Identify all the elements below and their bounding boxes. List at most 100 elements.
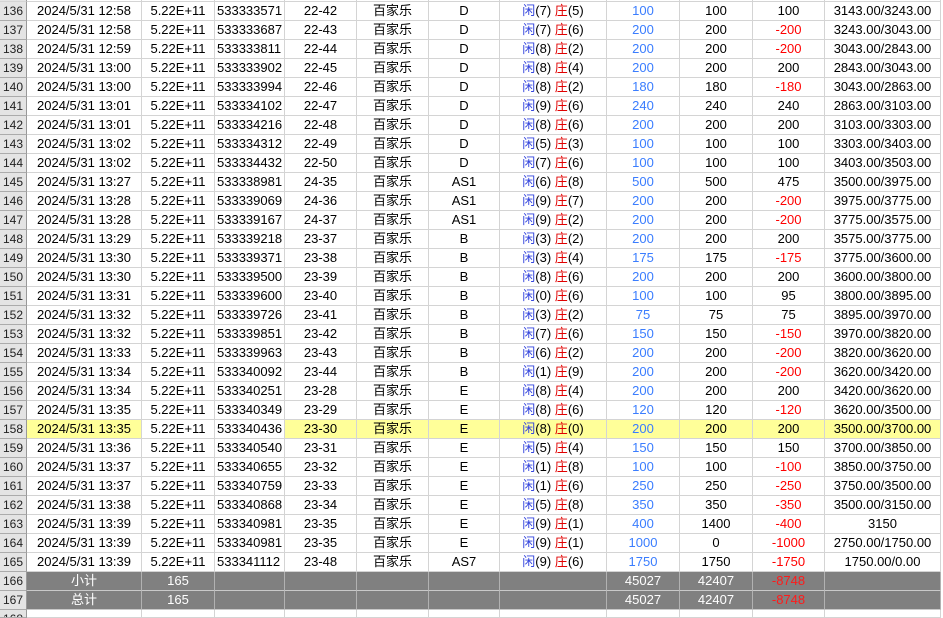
cell-valid-amount[interactable]: 0 bbox=[680, 534, 753, 553]
cell-bet[interactable] bbox=[607, 610, 680, 618]
cell-round-id[interactable]: 533340981 bbox=[215, 534, 285, 553]
cell-game-name[interactable]: 百家乐 bbox=[357, 268, 429, 287]
cell-balance[interactable] bbox=[825, 610, 941, 618]
cell-group-code[interactable]: D bbox=[429, 154, 500, 173]
cell-bet-amount[interactable]: 120 bbox=[607, 401, 680, 420]
row-header[interactable]: 139 bbox=[0, 59, 27, 78]
cell-summary-count[interactable]: 165 bbox=[142, 572, 215, 591]
cell-session-id[interactable]: 5.22E+11 bbox=[142, 40, 215, 59]
cell-group-code[interactable]: B bbox=[429, 287, 500, 306]
row-header[interactable]: 160 bbox=[0, 458, 27, 477]
cell-datetime[interactable]: 2024/5/31 13:34 bbox=[27, 382, 142, 401]
row-header[interactable]: 167 bbox=[0, 591, 27, 610]
cell-bet-amount[interactable]: 200 bbox=[607, 230, 680, 249]
cell-score[interactable]: 闲(7) 庄(5) bbox=[500, 2, 607, 21]
row-header[interactable]: 162 bbox=[0, 496, 27, 515]
cell-datetime[interactable]: 2024/5/31 13:36 bbox=[27, 439, 142, 458]
cell-table-no[interactable]: 23-38 bbox=[285, 249, 357, 268]
cell-balance[interactable]: 3775.00/3600.00 bbox=[825, 249, 941, 268]
cell-valid-amount[interactable]: 200 bbox=[680, 344, 753, 363]
cell-round-id[interactable]: 533340436 bbox=[215, 420, 285, 439]
cell-valid-amount[interactable]: 75 bbox=[680, 306, 753, 325]
cell-datetime[interactable]: 2024/5/31 13:02 bbox=[27, 154, 142, 173]
cell-datetime[interactable]: 2024/5/31 13:02 bbox=[27, 135, 142, 154]
cell-score[interactable]: 闲(8) 庄(4) bbox=[500, 59, 607, 78]
cell-account[interactable] bbox=[215, 610, 285, 618]
cell-datetime[interactable]: 2024/5/31 13:35 bbox=[27, 401, 142, 420]
cell-balance[interactable]: 3895.00/3970.00 bbox=[825, 306, 941, 325]
cell-session-id[interactable]: 5.22E+11 bbox=[142, 2, 215, 21]
cell-game-name[interactable]: 百家乐 bbox=[357, 420, 429, 439]
cell-score[interactable]: 闲(5) 庄(4) bbox=[500, 439, 607, 458]
cell-game-name[interactable]: 百家乐 bbox=[357, 344, 429, 363]
cell-bet-amount[interactable]: 75 bbox=[607, 306, 680, 325]
cell-datetime[interactable]: 2024/5/31 13:32 bbox=[27, 306, 142, 325]
cell-game-name[interactable]: 百家乐 bbox=[357, 534, 429, 553]
cell-table-no[interactable]: 23-29 bbox=[285, 401, 357, 420]
cell-session-id[interactable]: 5.22E+11 bbox=[142, 553, 215, 572]
cell-valid-amount[interactable]: 200 bbox=[680, 192, 753, 211]
cell-balance[interactable]: 3620.00/3420.00 bbox=[825, 363, 941, 382]
cell-valid-amount[interactable]: 200 bbox=[680, 59, 753, 78]
cell-total-valid[interactable]: 42407 bbox=[680, 591, 753, 610]
cell-datetime[interactable]: 2024/5/31 13:33 bbox=[27, 344, 142, 363]
cell-balance[interactable]: 3800.00/3895.00 bbox=[825, 287, 941, 306]
cell-table-no[interactable]: 23-37 bbox=[285, 230, 357, 249]
cell-session-id[interactable]: 5.22E+11 bbox=[142, 496, 215, 515]
cell-datetime[interactable]: 2024/5/31 13:37 bbox=[27, 477, 142, 496]
cell-table-no[interactable]: 23-31 bbox=[285, 439, 357, 458]
cell-valid[interactable] bbox=[680, 610, 753, 618]
cell-game-name[interactable]: 百家乐 bbox=[357, 553, 429, 572]
cell-valid-amount[interactable]: 100 bbox=[680, 2, 753, 21]
cell-valid-amount[interactable]: 200 bbox=[680, 40, 753, 59]
cell-round-id[interactable]: 533340540 bbox=[215, 439, 285, 458]
cell-total-result[interactable]: -8748 bbox=[753, 572, 825, 591]
cell-table-no[interactable]: 23-32 bbox=[285, 458, 357, 477]
cell-table-no[interactable]: 23-39 bbox=[285, 268, 357, 287]
cell-win-loss[interactable]: 200 bbox=[753, 230, 825, 249]
cell-session-id[interactable]: 5.22E+11 bbox=[142, 363, 215, 382]
cell-session-id[interactable]: 5.22E+11 bbox=[142, 477, 215, 496]
cell-date[interactable] bbox=[27, 610, 142, 618]
cell-win-loss[interactable]: -200 bbox=[753, 344, 825, 363]
cell-datetime[interactable]: 2024/5/31 12:58 bbox=[27, 2, 142, 21]
cell-datetime[interactable]: 2024/5/31 12:59 bbox=[27, 40, 142, 59]
cell-balance[interactable]: 2863.00/3103.00 bbox=[825, 97, 941, 116]
cell-score[interactable]: 闲(5) 庄(3) bbox=[500, 135, 607, 154]
cell-total-valid[interactable]: 42407 bbox=[680, 572, 753, 591]
cell-round-id[interactable]: 533339500 bbox=[215, 268, 285, 287]
cell-bet-amount[interactable]: 175 bbox=[607, 249, 680, 268]
cell-bet-amount[interactable]: 200 bbox=[607, 268, 680, 287]
row-header[interactable]: 144 bbox=[0, 154, 27, 173]
cell-bet-amount[interactable]: 200 bbox=[607, 21, 680, 40]
cell-bet-amount[interactable]: 200 bbox=[607, 344, 680, 363]
cell-bet-amount[interactable]: 200 bbox=[607, 420, 680, 439]
cell-balance[interactable]: 2843.00/3043.00 bbox=[825, 59, 941, 78]
row-header[interactable]: 148 bbox=[0, 230, 27, 249]
cell-win-loss[interactable]: 475 bbox=[753, 173, 825, 192]
cell-datetime[interactable]: 2024/5/31 13:28 bbox=[27, 192, 142, 211]
cell-datetime[interactable]: 2024/5/31 13:37 bbox=[27, 458, 142, 477]
cell-balance[interactable]: 3143.00/3243.00 bbox=[825, 2, 941, 21]
cell-game-name[interactable]: 百家乐 bbox=[357, 2, 429, 21]
cell-valid-amount[interactable]: 1400 bbox=[680, 515, 753, 534]
cell-score[interactable]: 闲(1) 庄(8) bbox=[500, 458, 607, 477]
cell-round-id[interactable]: 533339726 bbox=[215, 306, 285, 325]
cell-game-name[interactable]: 百家乐 bbox=[357, 78, 429, 97]
cell-valid-amount[interactable]: 200 bbox=[680, 116, 753, 135]
cell-group-code[interactable]: E bbox=[429, 477, 500, 496]
cell-session-id[interactable]: 5.22E+11 bbox=[142, 59, 215, 78]
cell-round-id[interactable]: 533333811 bbox=[215, 40, 285, 59]
cell-valid-amount[interactable]: 200 bbox=[680, 363, 753, 382]
cell-round-id[interactable]: 533340981 bbox=[215, 515, 285, 534]
cell-session-id[interactable]: 5.22E+11 bbox=[142, 173, 215, 192]
cell-datetime[interactable]: 2024/5/31 13:00 bbox=[27, 59, 142, 78]
cell-group-code[interactable]: B bbox=[429, 268, 500, 287]
cell-valid-amount[interactable]: 100 bbox=[680, 135, 753, 154]
cell-score[interactable]: 闲(8) 庄(6) bbox=[500, 116, 607, 135]
cell-session-id[interactable]: 5.22E+11 bbox=[142, 192, 215, 211]
cell-game-name[interactable]: 百家乐 bbox=[357, 135, 429, 154]
cell-group-code[interactable]: D bbox=[429, 97, 500, 116]
cell-group-code[interactable]: E bbox=[429, 439, 500, 458]
cell-score[interactable]: 闲(7) 庄(6) bbox=[500, 325, 607, 344]
